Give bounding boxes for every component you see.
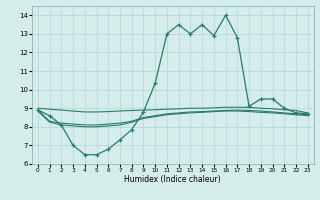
X-axis label: Humidex (Indice chaleur): Humidex (Indice chaleur)	[124, 175, 221, 184]
